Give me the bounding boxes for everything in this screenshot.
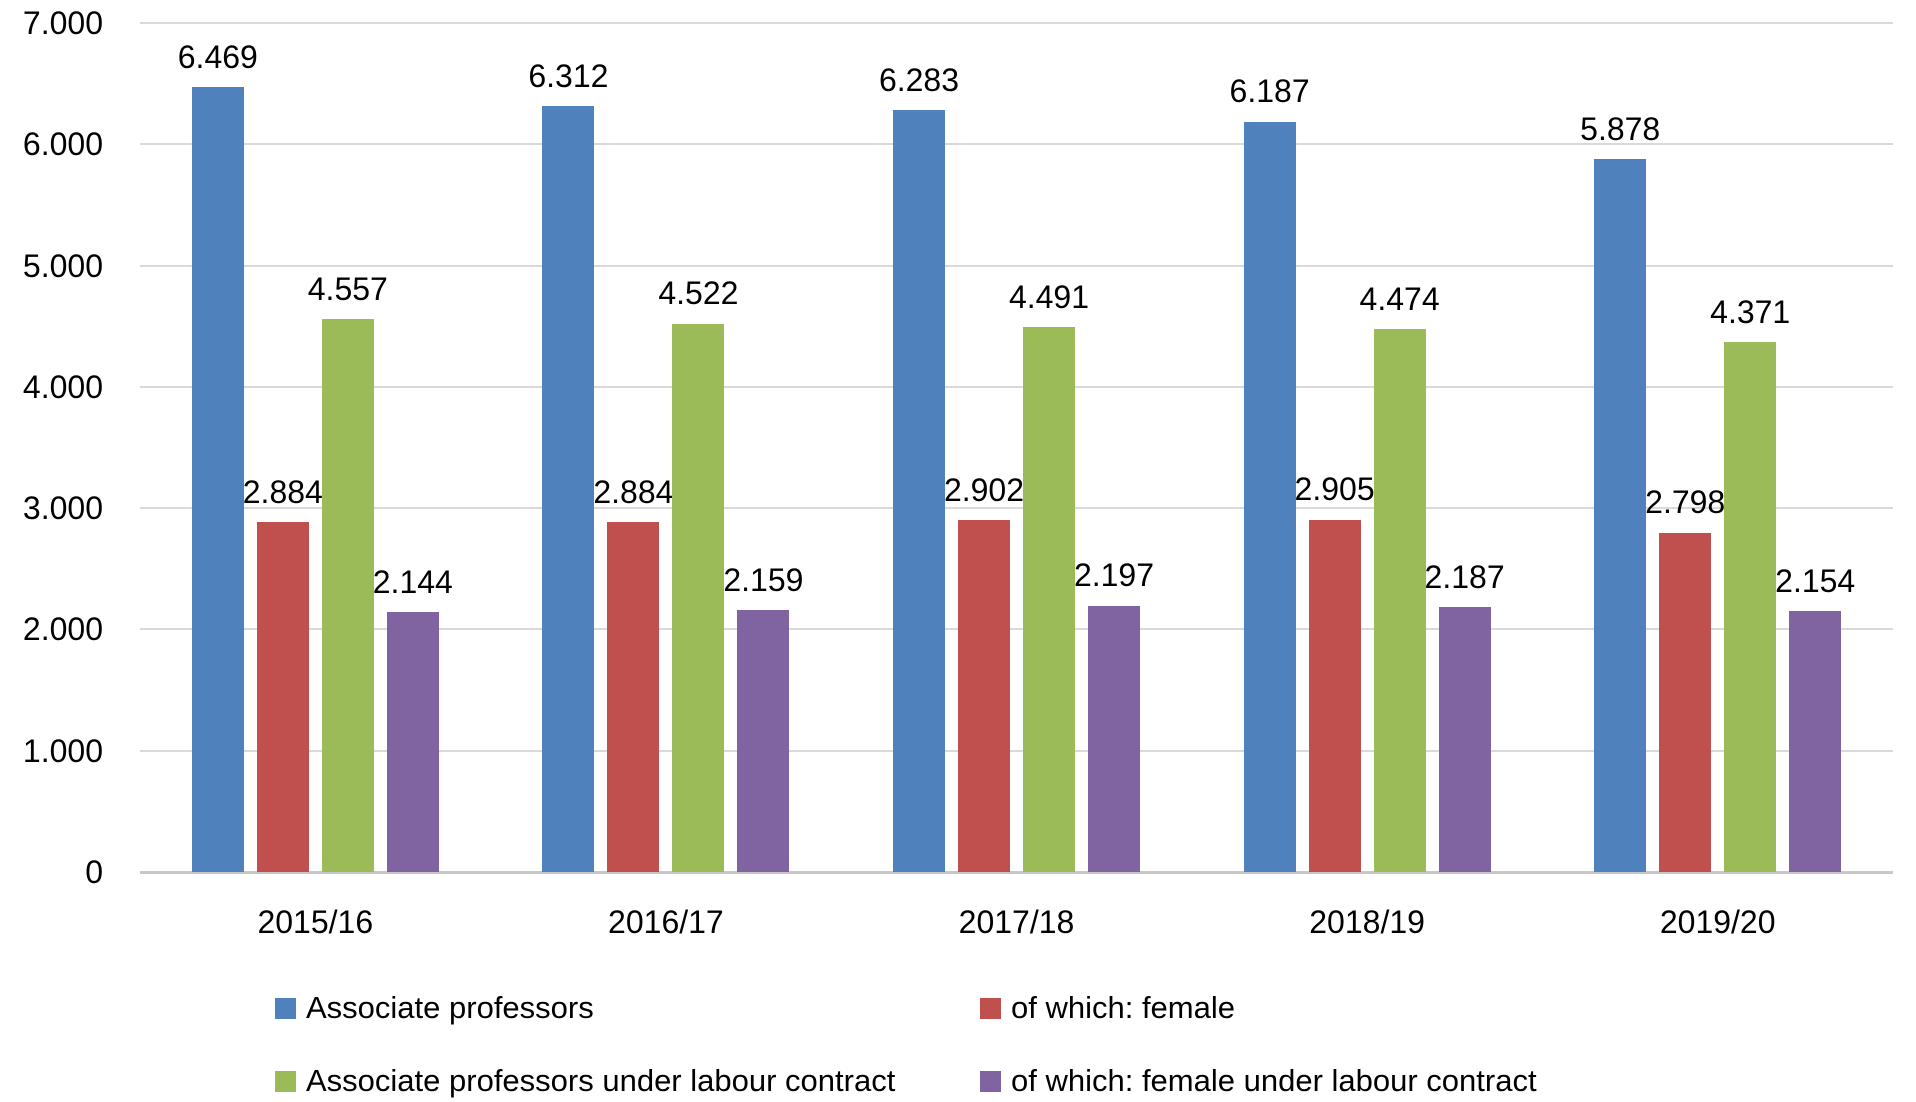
data-label: 6.187 xyxy=(1229,73,1310,110)
x-tick-label: 2019/20 xyxy=(1659,904,1776,940)
gridline-6000 xyxy=(140,143,1893,146)
gridline-2000 xyxy=(140,628,1893,631)
legend-swatch-icon xyxy=(275,997,296,1019)
y-tick-label: 1.000 xyxy=(22,732,103,769)
bar-of-which-female-under-labour-contract: 2.154 xyxy=(1775,563,1855,872)
gridline-5000 xyxy=(140,264,1893,267)
data-label: 2.159 xyxy=(723,561,804,598)
y-tick-label: 0 xyxy=(85,854,103,890)
gridline-3000 xyxy=(140,507,1893,510)
bar-group-2017-18: 6.283 2.902 4.491 2.197 xyxy=(841,23,1192,872)
bar-of-which-female: 2.902 xyxy=(944,472,1024,872)
legend-swatch-icon xyxy=(275,1070,296,1092)
data-label: 2.798 xyxy=(1645,484,1726,521)
legend-item-associate-professors: Associate professors xyxy=(275,987,594,1029)
x-axis-line xyxy=(140,871,1893,874)
data-label: 2.197 xyxy=(1073,557,1155,594)
bar-of-which-female-under-labour-contract: 2.159 xyxy=(723,562,803,872)
legend-swatch-icon xyxy=(980,997,1001,1019)
bar-of-which-female: 2.884 xyxy=(593,474,673,872)
data-label: 6.469 xyxy=(177,39,258,76)
bar-of-which-female-under-labour-contract: 2.187 xyxy=(1425,559,1505,872)
x-tick-label: 2018/19 xyxy=(1309,904,1425,940)
legend-label: of which: female under labour contract xyxy=(1011,1063,1537,1098)
data-label: 5.878 xyxy=(1580,110,1661,147)
data-label: 2.902 xyxy=(943,471,1025,508)
legend-label: of which: female xyxy=(1011,990,1235,1025)
x-tick-label: 2016/17 xyxy=(608,904,724,940)
data-label: 4.371 xyxy=(1710,293,1791,330)
bar-associate-professors: 6.283 xyxy=(879,62,959,872)
plot-area: 6.469 2.884 4.557 2.144 6.312 2.884 4.522 2.159… xyxy=(140,22,1893,874)
bar-group-2016-17: 6.312 2.884 4.522 2.159 xyxy=(491,23,842,872)
legend-item-of-which-female: of which: female xyxy=(980,987,1235,1029)
gridline-7000 xyxy=(140,22,1893,24)
y-tick-label: 4.000 xyxy=(22,368,103,405)
legend-label: Associate professors xyxy=(306,990,594,1025)
bar-of-which-female-under-labour-contract: 2.197 xyxy=(1074,558,1154,872)
y-tick-label: 2.000 xyxy=(22,611,103,648)
legend-item-associate-professors-under-labour-contract: Associate professors under labour contra… xyxy=(275,1060,895,1102)
bar-associate-professors: 5.878 xyxy=(1580,111,1660,872)
data-label: 4.557 xyxy=(307,271,388,308)
bar-of-which-female-under-labour-contract: 2.144 xyxy=(373,564,453,872)
data-label: 2.144 xyxy=(372,563,453,600)
x-axis: 2015/16 2016/17 2017/18 2018/19 2019/20 xyxy=(140,901,1893,943)
data-label: 4.491 xyxy=(1008,279,1090,316)
bar-associate-professors: 6.187 xyxy=(1230,74,1310,872)
legend-item-of-which-female-under-labour-contract: of which: female under labour contract xyxy=(980,1060,1537,1102)
data-label: 2.905 xyxy=(1294,471,1375,508)
y-tick-label: 7.000 xyxy=(22,5,103,41)
bar-group-2018-19: 6.187 2.905 4.474 2.187 xyxy=(1192,23,1543,872)
data-label: 6.283 xyxy=(878,61,960,98)
bar-group-2015-16: 6.469 2.884 4.557 2.144 xyxy=(140,23,491,872)
gridline-4000 xyxy=(140,385,1893,388)
data-label: 2.884 xyxy=(593,474,674,511)
y-tick-label: 3.000 xyxy=(22,490,103,527)
bar-associate-professors-under-labour-contract: 4.491 xyxy=(1009,279,1089,872)
bar-associate-professors-under-labour-contract: 4.522 xyxy=(658,276,738,872)
data-label: 4.522 xyxy=(658,275,739,312)
gridline-1000 xyxy=(140,749,1893,752)
bar-associate-professors-under-labour-contract: 4.474 xyxy=(1360,281,1440,872)
bar-associate-professors-under-labour-contract: 4.557 xyxy=(308,271,388,872)
y-tick-label: 5.000 xyxy=(22,247,103,284)
data-label: 2.884 xyxy=(242,474,323,511)
x-tick-label: 2017/18 xyxy=(958,904,1075,940)
data-label: 4.474 xyxy=(1359,281,1440,318)
legend-swatch-icon xyxy=(980,1070,1001,1092)
bar-group-2019-20: 5.878 2.798 4.371 2.154 xyxy=(1542,23,1893,872)
data-label: 2.154 xyxy=(1775,562,1856,599)
legend-label: Associate professors under labour contra… xyxy=(306,1063,896,1098)
bar-of-which-female: 2.884 xyxy=(243,474,323,872)
bar-of-which-female: 2.905 xyxy=(1295,472,1375,872)
data-label: 6.312 xyxy=(528,58,609,95)
x-tick-label: 2015/16 xyxy=(257,904,374,940)
bar-associate-professors-under-labour-contract: 4.371 xyxy=(1710,294,1790,872)
y-tick-label: 6.000 xyxy=(22,126,103,163)
bar-associate-professors: 6.312 xyxy=(528,59,608,872)
bar-associate-professors: 6.469 xyxy=(178,40,258,872)
bar-of-which-female: 2.798 xyxy=(1645,485,1725,872)
data-label: 2.187 xyxy=(1424,558,1505,595)
